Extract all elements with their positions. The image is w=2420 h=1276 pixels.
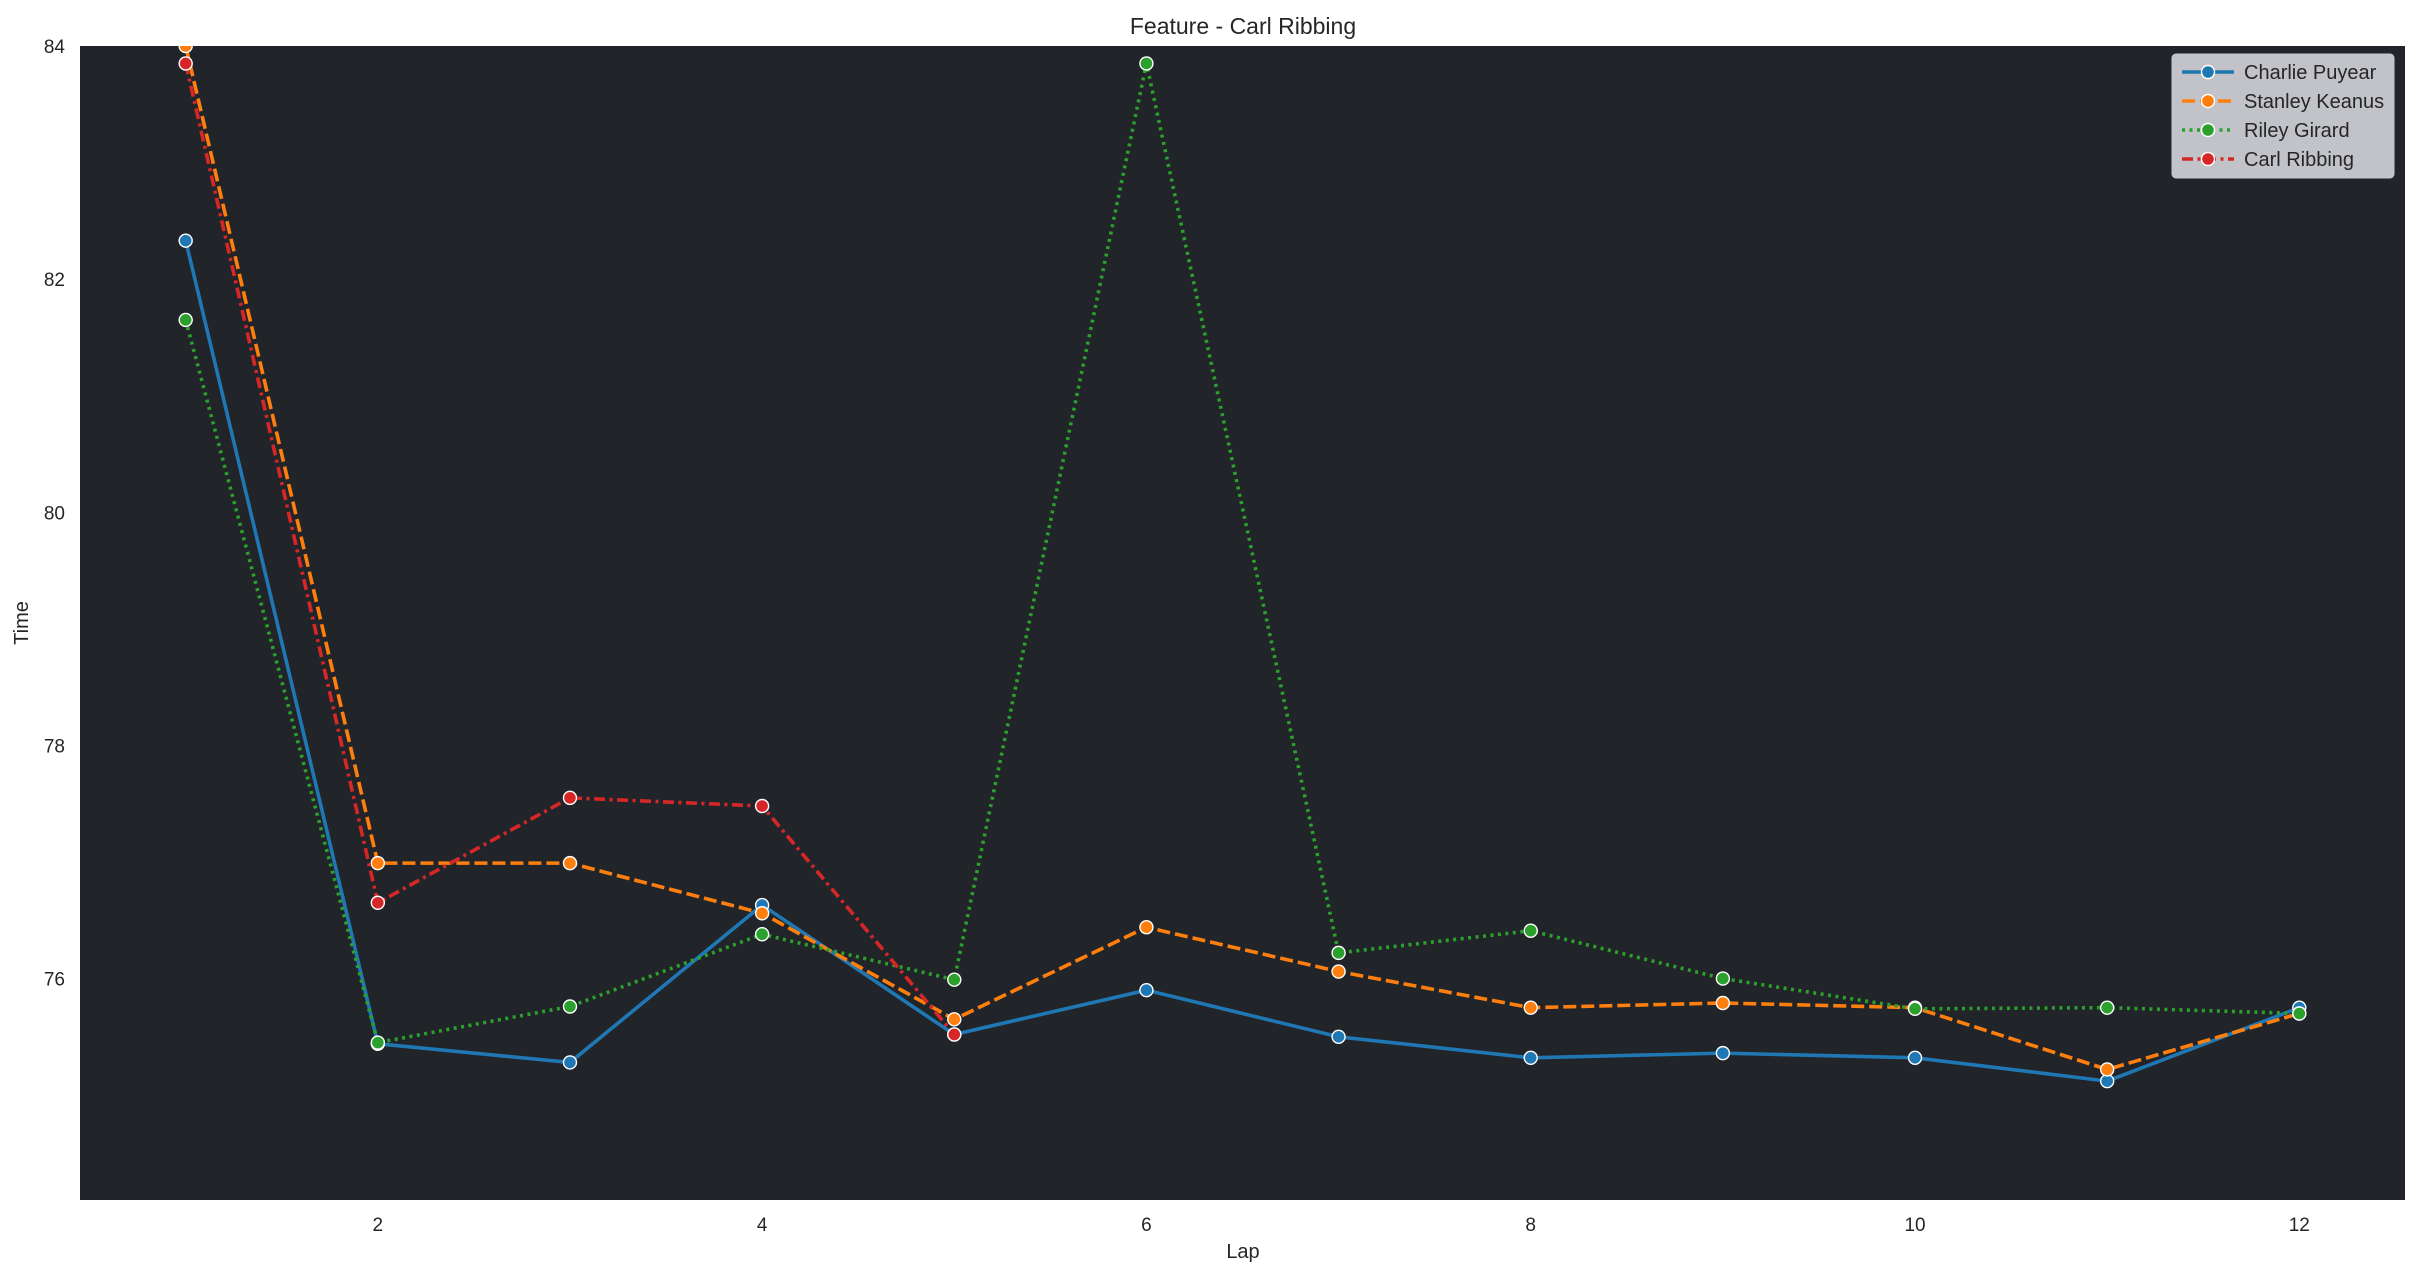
series-layer bbox=[178, 46, 2307, 1089]
legend-label: Charlie Puyear bbox=[2244, 62, 2377, 84]
series-line bbox=[183, 46, 2300, 1072]
data-point bbox=[1715, 995, 1731, 1011]
legend-frame bbox=[2171, 53, 2395, 179]
data-point bbox=[1907, 1050, 1923, 1065]
x-axis-label: Lap bbox=[1226, 1241, 1259, 1263]
y-tick-label: 84 bbox=[44, 37, 66, 58]
y-axis-ticks: 76 78 80 82 84 bbox=[44, 37, 66, 991]
legend-swatch-marker bbox=[2200, 151, 2216, 167]
data-point bbox=[1331, 1029, 1346, 1045]
data-point bbox=[1907, 1001, 1923, 1017]
data-point bbox=[370, 895, 386, 910]
x-tick-label: 4 bbox=[757, 1215, 768, 1236]
data-point bbox=[370, 855, 386, 871]
data-point bbox=[947, 1012, 962, 1027]
x-tick-label: 8 bbox=[1525, 1215, 1536, 1236]
y-tick-label: 78 bbox=[44, 736, 65, 757]
data-point bbox=[1523, 923, 1538, 938]
data-point bbox=[1715, 1045, 1731, 1061]
series-carl-ribbing bbox=[178, 56, 962, 1042]
data-point bbox=[178, 56, 193, 71]
plot-area bbox=[80, 46, 2405, 1200]
data-point bbox=[370, 1035, 386, 1050]
x-tick-label: 10 bbox=[1904, 1215, 1925, 1236]
series-line bbox=[183, 61, 2300, 1045]
data-point bbox=[1331, 945, 1346, 961]
series-line bbox=[183, 240, 2300, 1083]
data-point bbox=[562, 1055, 578, 1070]
data-point bbox=[2099, 1062, 2115, 1077]
data-point bbox=[178, 312, 193, 328]
series-riley-girard bbox=[178, 56, 2307, 1050]
legend-label: Stanley Keanus bbox=[2244, 91, 2384, 113]
y-axis-label: Time bbox=[11, 601, 33, 645]
data-point bbox=[947, 1027, 962, 1042]
data-point bbox=[754, 906, 770, 921]
data-point bbox=[947, 972, 962, 987]
x-axis-ticks: 2 4 6 8 10 12 bbox=[373, 1215, 2310, 1236]
legend-swatch-marker bbox=[2200, 64, 2216, 80]
legend-swatch-marker bbox=[2200, 122, 2216, 138]
data-point bbox=[754, 927, 770, 942]
legend-label: Carl Ribbing bbox=[2244, 149, 2354, 171]
data-point bbox=[2292, 1006, 2307, 1021]
data-point bbox=[1331, 964, 1346, 979]
data-point bbox=[562, 999, 578, 1014]
data-point bbox=[562, 790, 578, 806]
data-point bbox=[2099, 1000, 2115, 1015]
chart-title: Feature - Carl Ribbing bbox=[1130, 13, 1356, 39]
data-point bbox=[1139, 56, 1154, 71]
y-tick-label: 82 bbox=[44, 270, 65, 291]
data-point bbox=[754, 798, 770, 814]
x-tick-label: 12 bbox=[2289, 1215, 2310, 1236]
data-point bbox=[1523, 1000, 1538, 1015]
x-tick-label: 2 bbox=[373, 1215, 384, 1236]
data-point bbox=[1523, 1050, 1538, 1065]
legend-swatch-marker bbox=[2200, 93, 2216, 109]
y-tick-label: 76 bbox=[44, 970, 65, 991]
data-point bbox=[1139, 920, 1154, 935]
y-tick-label: 80 bbox=[44, 503, 65, 524]
data-point bbox=[562, 855, 578, 871]
legend-label: Riley Girard bbox=[2244, 120, 2350, 142]
x-tick-label: 6 bbox=[1141, 1215, 1152, 1236]
data-point bbox=[1139, 982, 1154, 998]
legend: Charlie Puyear Stanley Keanus Riley Girard… bbox=[2171, 53, 2395, 179]
data-point bbox=[178, 46, 193, 54]
data-point bbox=[1715, 971, 1731, 986]
data-point bbox=[178, 233, 193, 248]
